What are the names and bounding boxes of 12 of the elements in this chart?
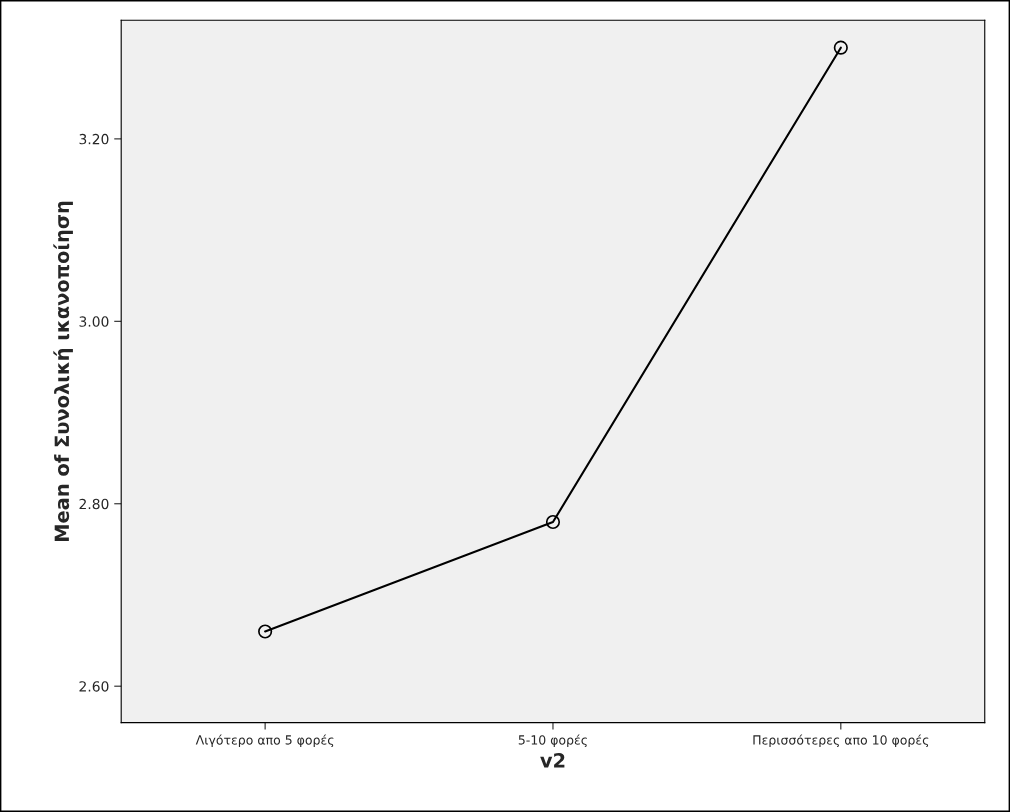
x-tick-label: Περισσότερες απο 10 φορές [753, 734, 929, 748]
point [258, 624, 273, 639]
y-tick-label: 3.00 [79, 316, 109, 327]
point [545, 514, 561, 530]
y-tick-label: 2.80 [79, 498, 109, 510]
x-tick-label: Λιγότερο απο 5 φορές [195, 734, 334, 748]
x-tick-label: 5-10 φορές [518, 734, 587, 748]
y-tick-label: 2.60 [79, 681, 109, 692]
y-axis-title: Mean of Συνολική ικανοποίηση [53, 201, 73, 542]
y-tick-label: 3.20 [79, 133, 109, 145]
point [833, 40, 848, 55]
x-axis-title: v2 [540, 753, 565, 768]
